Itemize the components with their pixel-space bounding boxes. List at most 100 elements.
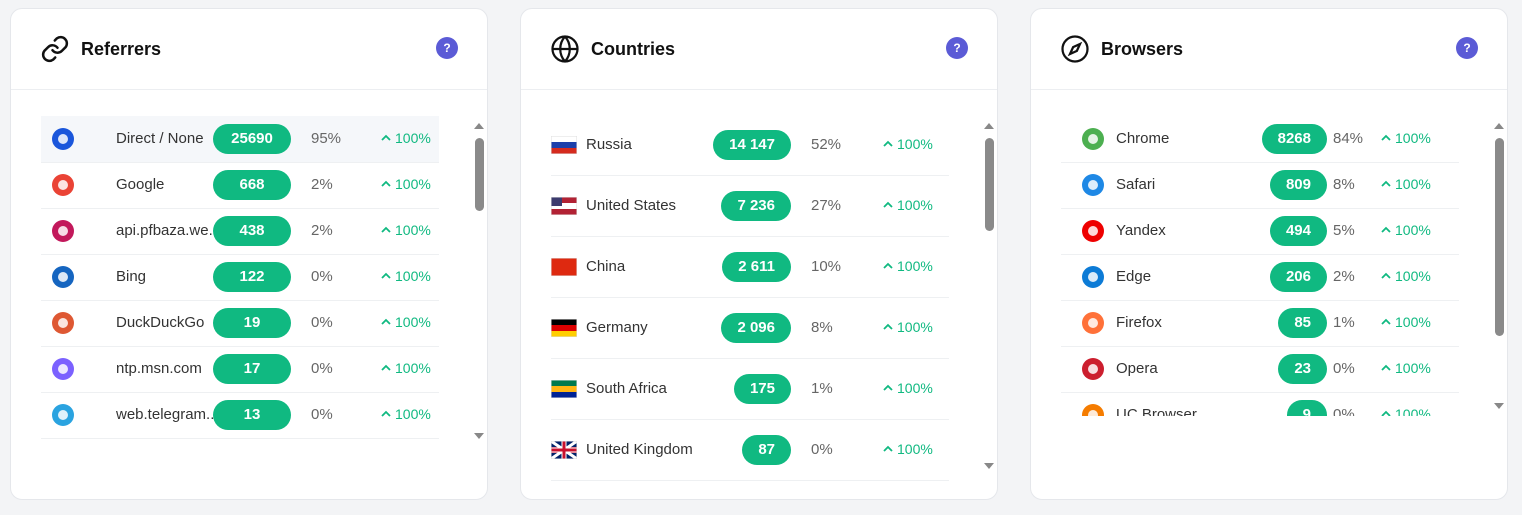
change-value: 100% — [395, 176, 431, 192]
up-arrow — [883, 140, 893, 147]
scroll-down[interactable] — [1493, 401, 1505, 411]
flag-icon — [551, 318, 577, 337]
globe-icon — [551, 35, 579, 63]
row-percent: 0% — [311, 360, 333, 377]
source-icon — [1082, 358, 1104, 380]
row-name: China — [586, 257, 626, 275]
row-change: 100% — [381, 222, 431, 238]
list-row: Google 668 2% 100% — [41, 162, 439, 209]
up-arrow — [381, 180, 391, 187]
compass-icon — [1061, 35, 1089, 63]
list: Direct / None 25690 95% 100% Google 668 2% 100%… — [41, 116, 439, 446]
scroll-up[interactable] — [1493, 121, 1505, 131]
list-row: Edge 206 2% 100% — [1061, 254, 1459, 301]
referrers-panel: Referrers ? Direct / None 25690 95% 100% Goo… — [10, 8, 488, 500]
row-change: 100% — [1381, 176, 1431, 192]
list-row: DuckDuckGo 19 0% 100% — [41, 300, 439, 347]
count-badge: 13 — [213, 400, 291, 430]
list-row: web.telegram... 13 0% 100% — [41, 392, 439, 439]
row-change: 100% — [883, 319, 933, 335]
up-arrow — [1381, 318, 1391, 325]
row-change: 100% — [883, 197, 933, 213]
list-row: South Africa 175 1% 100% — [551, 358, 949, 420]
list-row: ntp.msn.com 17 0% 100% — [41, 346, 439, 393]
change-value: 100% — [395, 406, 431, 422]
up-arrow — [381, 318, 391, 325]
row-change: 100% — [381, 268, 431, 284]
list: Russia 14 147 52% 100% United States 7 236 27%… — [551, 114, 949, 489]
list-row: Firefox 85 1% 100% — [1061, 300, 1459, 347]
row-percent: 0% — [311, 314, 333, 331]
scroll-down[interactable] — [473, 431, 485, 441]
scroll-up[interactable] — [473, 121, 485, 131]
change-value: 100% — [395, 222, 431, 238]
scroll-thumb[interactable] — [475, 138, 484, 211]
up-arrow — [381, 272, 391, 279]
scroll-thumb[interactable] — [985, 138, 994, 231]
row-percent: 1% — [811, 379, 833, 397]
source-icon — [1082, 266, 1104, 288]
panel-title: Referrers — [81, 39, 162, 59]
list-row: Opera 23 0% 100% — [1061, 346, 1459, 393]
row-change: 100% — [883, 441, 933, 457]
flag-icon — [551, 440, 577, 459]
count-badge: 14 147 — [713, 129, 791, 160]
row-percent: 0% — [1333, 360, 1355, 377]
row-percent: 84% — [1333, 130, 1364, 147]
row-change: 100% — [1381, 360, 1431, 376]
row-percent: 0% — [811, 440, 833, 458]
change-value: 100% — [897, 318, 933, 335]
count-badge: 25690 — [213, 124, 291, 154]
change-value: 100% — [897, 440, 933, 457]
up-arrow — [883, 262, 893, 269]
row-name: United Kingdom — [586, 440, 693, 458]
list-row: Safari 809 8% 100% — [1061, 162, 1459, 209]
change-value: 100% — [1395, 176, 1431, 192]
scroll-up[interactable] — [983, 121, 995, 131]
row-change: 100% — [1381, 314, 1431, 330]
row-change: 100% — [1381, 222, 1431, 238]
row-name: UC Browser — [1116, 406, 1197, 416]
scroll-down[interactable] — [983, 461, 995, 471]
up-arrow — [1381, 226, 1391, 233]
change-value: 100% — [1395, 268, 1431, 284]
panel-header: Countries ? — [521, 9, 997, 90]
flag-icon — [551, 135, 577, 154]
count-badge: 19 — [213, 308, 291, 338]
row-change: 100% — [1381, 268, 1431, 284]
list: Chrome 8268 84% 100% Safari 809 8% 100% Yandex 49… — [1061, 116, 1459, 416]
source-icon — [52, 174, 74, 196]
help-button[interactable]: ? — [946, 37, 968, 59]
list-row: Direct / None 25690 95% 100% — [41, 116, 439, 163]
up-arrow — [883, 323, 893, 330]
scroll-thumb[interactable] — [1495, 138, 1504, 336]
flag-icon — [551, 257, 577, 276]
source-icon — [1082, 128, 1104, 150]
help-button[interactable]: ? — [436, 37, 458, 59]
up-arrow — [1381, 134, 1391, 141]
row-percent: 5% — [1333, 222, 1355, 239]
change-value: 100% — [395, 268, 431, 284]
list-row: Yandex 494 5% 100% — [1061, 208, 1459, 255]
source-icon — [1082, 220, 1104, 242]
row-change: 100% — [381, 130, 431, 146]
change-value: 100% — [897, 257, 933, 274]
change-value: 100% — [1395, 222, 1431, 238]
up-arrow — [1381, 180, 1391, 187]
change-value: 100% — [395, 130, 431, 146]
up-arrow — [1381, 410, 1391, 416]
scrollbar[interactable] — [1493, 121, 1505, 411]
row-name: Yandex — [1116, 222, 1166, 239]
panel-header: Referrers ? — [11, 9, 487, 90]
help-button[interactable]: ? — [1456, 37, 1478, 59]
row-name: Direct / None — [116, 130, 204, 147]
source-icon — [52, 220, 74, 242]
browsers-panel: Browsers ? Chrome 8268 84% 100% Safari 809 8% 1… — [1030, 8, 1508, 500]
scrollbar[interactable] — [473, 121, 485, 441]
source-icon — [52, 312, 74, 334]
scrollbar[interactable] — [983, 121, 995, 471]
row-name: Chrome — [1116, 130, 1170, 147]
row-percent: 27% — [811, 196, 842, 214]
row-name: Edge — [1116, 268, 1152, 285]
